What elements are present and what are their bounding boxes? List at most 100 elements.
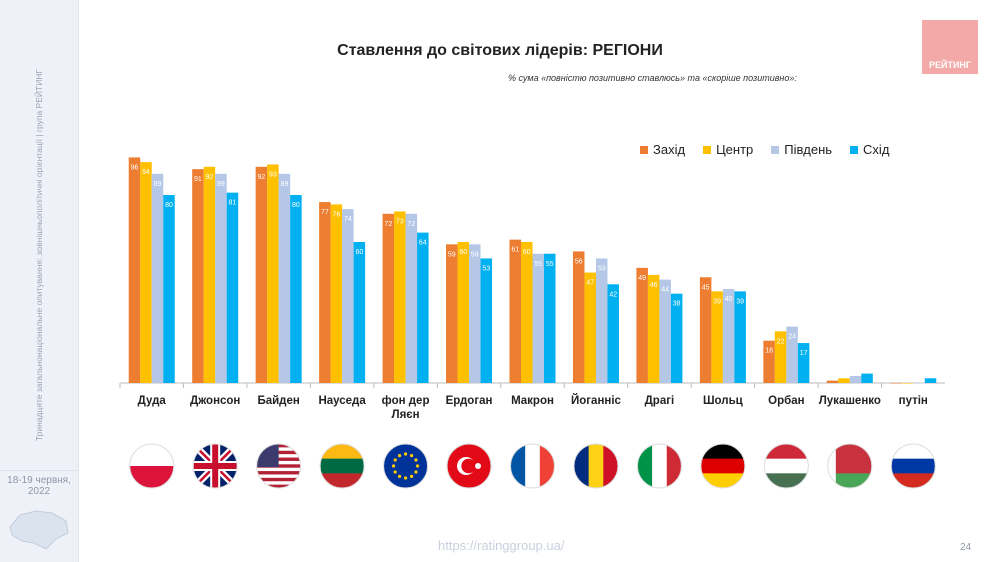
data-label: 61: [511, 247, 519, 254]
footer-url[interactable]: https://ratinggroup.ua/: [438, 538, 565, 553]
bar: [584, 272, 596, 383]
data-label: 73: [396, 218, 404, 225]
legend-label: Центр: [716, 142, 754, 157]
data-label: 89: [217, 181, 225, 188]
category-label: Науседа: [318, 395, 366, 407]
category-label: Драгі: [645, 395, 675, 407]
germany-flag-icon: [700, 444, 745, 488]
data-label: 39: [736, 298, 744, 305]
bar: [670, 293, 683, 383]
page-number: 24: [960, 542, 972, 553]
data-label: 17: [800, 350, 808, 357]
bar: [924, 378, 937, 383]
bar: [786, 326, 798, 383]
category-label: Шольц: [703, 395, 743, 407]
category-label: Макрон: [511, 395, 554, 407]
bar: [290, 195, 302, 383]
bar: [607, 284, 619, 383]
data-label: 44: [661, 287, 669, 294]
bar: [382, 213, 395, 383]
bar: [849, 375, 862, 383]
bar: [226, 192, 239, 383]
data-label: 53: [598, 265, 606, 272]
flag-border: [636, 443, 682, 489]
category-label: Ляєн: [392, 409, 420, 421]
flag-border: [446, 443, 492, 489]
bar: [128, 157, 141, 383]
data-label: 76: [332, 211, 340, 218]
data-label: 72: [407, 221, 415, 228]
data-label: 56: [575, 258, 583, 265]
ukraine-map-icon: [9, 510, 69, 550]
rating-logo: РЕЙТИНГ: [922, 20, 978, 74]
data-label: 38: [673, 301, 681, 308]
legend-label: Схід: [863, 142, 890, 157]
legend: Захід Центр Південь Схід: [640, 142, 889, 157]
bar: [861, 373, 873, 383]
sidebar: Тринадцяте загальнонаціональне опитуванн…: [0, 0, 79, 562]
data-label: 22: [777, 338, 785, 345]
category-label: Джонсон: [190, 395, 240, 407]
bar: [394, 211, 406, 383]
bar: [544, 253, 556, 383]
legend-label: Захід: [653, 142, 686, 157]
bar: [595, 258, 608, 383]
hungary-flag-icon: [764, 444, 809, 488]
bar: [509, 239, 521, 383]
bar: [913, 383, 925, 384]
belarus-flag-icon: [827, 444, 872, 488]
bar: [163, 195, 175, 383]
data-label: 74: [344, 216, 352, 223]
data-label: 91: [194, 176, 202, 183]
flag-border: [319, 443, 365, 489]
legend-swatch: [640, 145, 648, 154]
data-label: 96: [131, 164, 139, 171]
bar: [699, 277, 712, 383]
romania-flag-icon: [573, 444, 618, 488]
flag-border: [510, 443, 555, 489]
turkey-flag-icon: [447, 444, 492, 488]
poland-flag-icon: [129, 444, 174, 488]
category-label: Орбан: [768, 395, 804, 407]
data-label: 92: [258, 174, 266, 181]
bar: [446, 244, 458, 383]
france-flag-icon: [510, 444, 555, 488]
legend-swatch: [703, 145, 712, 154]
data-label: 89: [281, 181, 289, 188]
data-label: 59: [471, 251, 479, 258]
lithuania-flag-icon: [320, 444, 365, 488]
usa-flag-icon: [256, 444, 301, 488]
chart-title: Ставлення до світових лідерів: РЕГІОНИ: [337, 42, 663, 59]
bar: [151, 173, 164, 383]
legend-swatch: [850, 145, 859, 154]
data-label: 45: [702, 284, 710, 291]
data-label: 55: [546, 261, 554, 268]
flag-border: [129, 443, 175, 489]
data-label: 59: [448, 251, 456, 258]
data-label: 80: [292, 202, 300, 209]
flag-border: [827, 443, 873, 489]
data-label: 60: [459, 249, 467, 256]
data-label: 81: [229, 200, 237, 207]
data-label: 42: [609, 291, 617, 298]
bar: [353, 242, 366, 383]
bar: [763, 340, 775, 383]
data-label: 39: [713, 298, 721, 305]
data-label: 80: [165, 202, 173, 209]
bar: [901, 383, 914, 384]
bar: [711, 291, 723, 383]
data-label: 92: [206, 174, 214, 181]
bar: [457, 242, 470, 383]
category-label: Дуда: [138, 395, 167, 407]
bar: [521, 242, 533, 383]
flag-border: [573, 443, 619, 489]
bar: [890, 383, 902, 384]
bar: [797, 343, 810, 383]
bar: [215, 173, 227, 383]
bar: [572, 251, 585, 383]
category-label: Йоганніс: [571, 394, 622, 407]
flag-border: [890, 443, 936, 489]
data-label: 55: [534, 261, 542, 268]
russia-flag-icon: [891, 444, 936, 488]
